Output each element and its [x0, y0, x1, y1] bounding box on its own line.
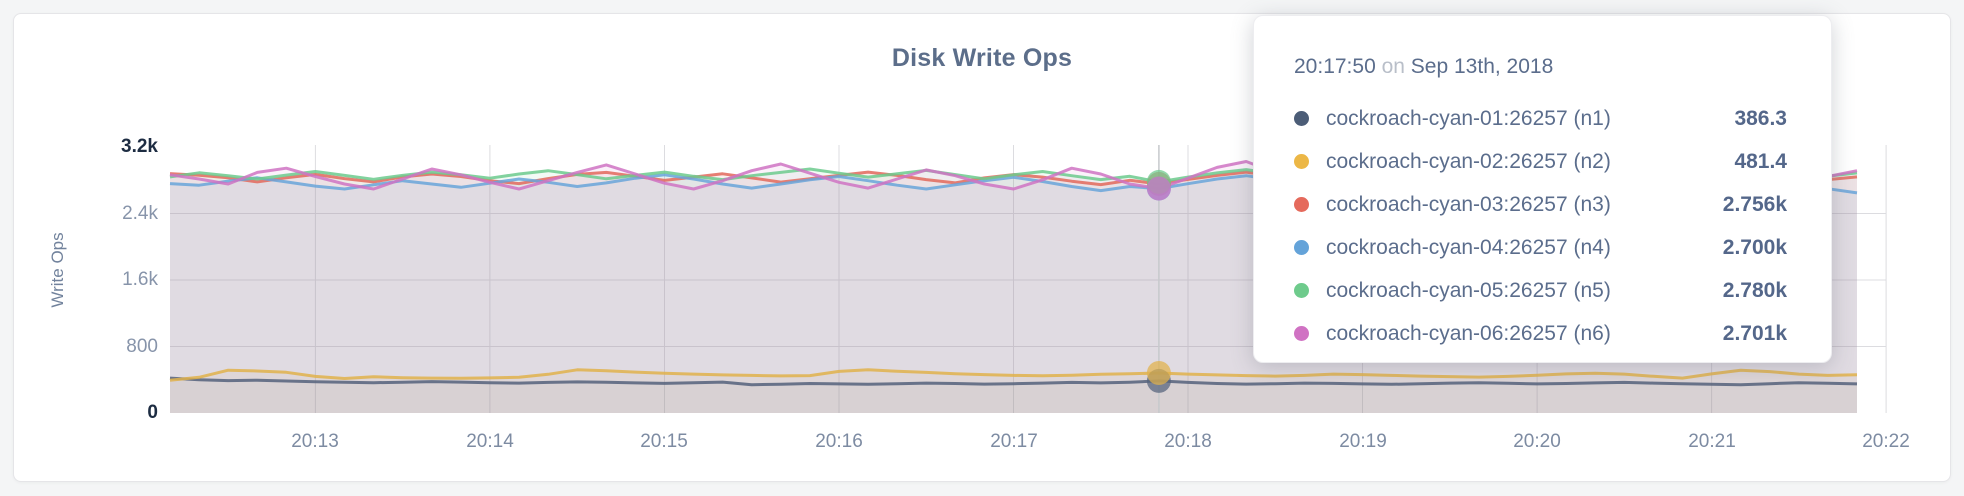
tooltip-row-label: cockroach-cyan-03:26257 (n3) — [1326, 192, 1611, 216]
series-dot-icon — [1294, 111, 1309, 126]
tooltip-row-value: 2.701k — [1722, 321, 1787, 345]
y-axis-title-text: Write Ops — [48, 232, 67, 308]
series-dot-icon — [1294, 283, 1309, 298]
tooltip-row-label: cockroach-cyan-05:26257 (n5) — [1326, 278, 1611, 302]
tooltip-row-value: 481.4 — [1734, 149, 1787, 173]
series-dot-icon — [1294, 197, 1309, 212]
tooltip-row-label: cockroach-cyan-02:26257 (n2) — [1326, 149, 1611, 173]
tooltip-rows: cockroach-cyan-01:26257 (n1) 386.3 cockroa… — [1294, 97, 1787, 355]
tooltip-row: cockroach-cyan-05:26257 (n5) 2.780k — [1294, 269, 1787, 312]
tooltip-row-value: 2.700k — [1722, 235, 1787, 259]
tooltip-conjunction: on — [1381, 55, 1405, 78]
tooltip-row-value: 386.3 — [1734, 106, 1787, 130]
tooltip-header: 20:17:50 on Sep 13th, 2018 — [1294, 54, 1787, 80]
tooltip-row: cockroach-cyan-04:26257 (n4) 2.700k — [1294, 226, 1787, 269]
tooltip-time: 20:17:50 — [1294, 55, 1376, 78]
tooltip-date: Sep 13th, 2018 — [1410, 55, 1554, 78]
tooltip-row: cockroach-cyan-03:26257 (n3) 2.756k — [1294, 183, 1787, 226]
series-dot-icon — [1294, 326, 1309, 341]
tooltip-row-value: 2.780k — [1722, 278, 1787, 302]
chart-title: Disk Write Ops — [891, 44, 1073, 72]
series-dot-icon — [1294, 154, 1309, 169]
tooltip-row: cockroach-cyan-02:26257 (n2) 481.4 — [1294, 140, 1787, 183]
tooltip-row: cockroach-cyan-06:26257 (n6) 2.701k — [1294, 312, 1787, 355]
tooltip-row: cockroach-cyan-01:26257 (n1) 386.3 — [1294, 97, 1787, 140]
tooltip-row-label: cockroach-cyan-01:26257 (n1) — [1326, 106, 1611, 130]
tooltip-row-label: cockroach-cyan-04:26257 (n4) — [1326, 235, 1611, 259]
hover-tooltip: 20:17:50 on Sep 13th, 2018 cockroach-cya… — [1253, 15, 1832, 363]
tooltip-row-label: cockroach-cyan-06:26257 (n6) — [1326, 321, 1611, 345]
tooltip-row-value: 2.756k — [1722, 192, 1787, 216]
series-dot-icon — [1294, 240, 1309, 255]
